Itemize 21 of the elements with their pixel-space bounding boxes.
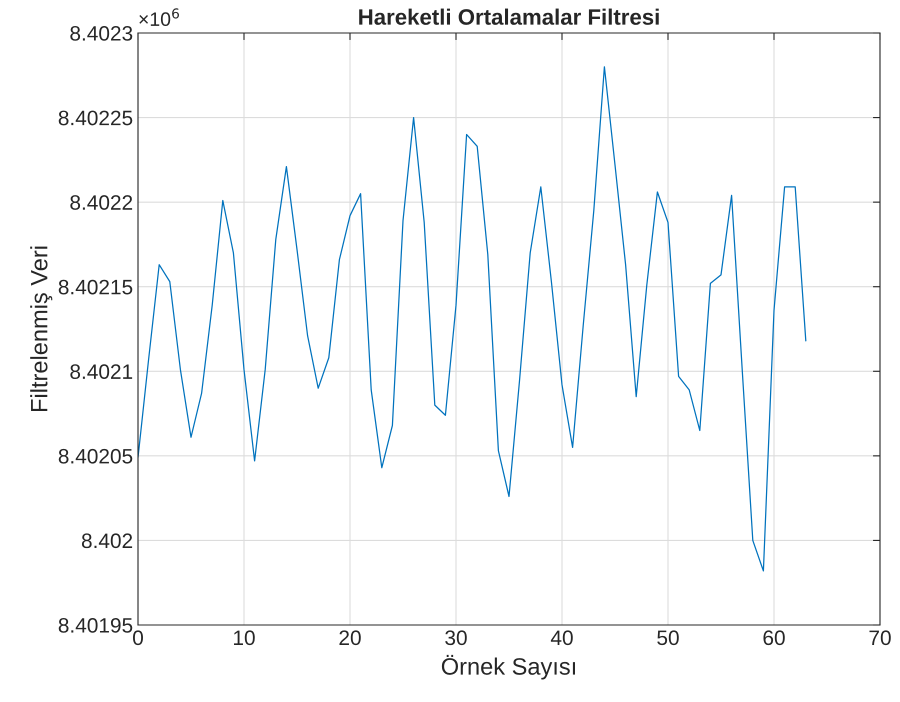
line-series (138, 66, 806, 572)
y-tick-label: 8.40225 (58, 110, 132, 126)
x-tick-label: 0 (133, 630, 143, 646)
x-tick-label: 10 (234, 630, 255, 646)
y-tick-label: 8.40205 (58, 448, 132, 464)
x-tick-label: 70 (869, 630, 891, 646)
x-axis-title: Örnek Sayısı (442, 654, 575, 680)
x-tick-label: 30 (445, 630, 467, 646)
y-tick-label: 8.40195 (58, 618, 132, 633)
x-tick-label: 60 (763, 630, 785, 646)
y-tick-label: 8.4021 (70, 364, 132, 380)
x-tick-label: 40 (550, 630, 573, 646)
text: ×10$^{6}$ (139, 8, 179, 26)
chart-title: Hareketli Ortalamalar Filtresi (359, 8, 659, 25)
y-tick-label: 8.402 (82, 533, 132, 548)
x-tick-label: 20 (339, 630, 361, 646)
y-axis-title: Filtrelenmiş Veri (30, 246, 52, 412)
y-tick-label: 8.4022 (70, 195, 132, 210)
y-tick-label: 8.40215 (58, 280, 132, 294)
y-tick-label: 8.4023 (70, 26, 132, 41)
x-tick-label: 50 (657, 630, 679, 646)
